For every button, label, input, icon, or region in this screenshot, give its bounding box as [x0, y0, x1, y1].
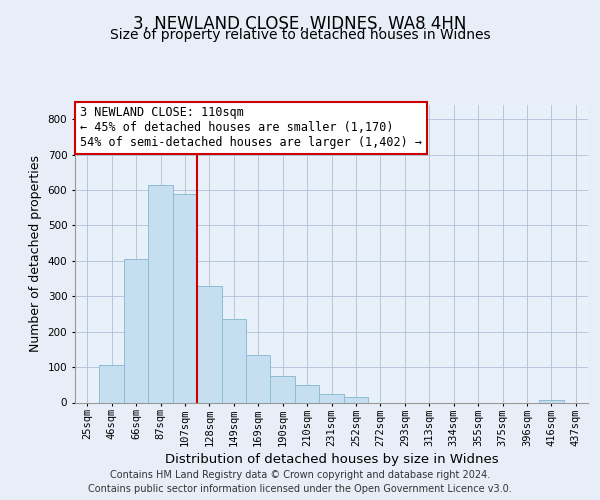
Bar [100, 366, 124, 403]
Bar [148, 184, 173, 402]
Y-axis label: Number of detached properties: Number of detached properties [29, 155, 42, 352]
Bar [246, 354, 271, 403]
Bar [221, 320, 246, 402]
Bar [173, 194, 197, 402]
Bar [295, 385, 319, 402]
Bar [197, 286, 221, 403]
Bar [344, 397, 368, 402]
Bar [319, 394, 344, 402]
Bar [271, 376, 295, 402]
Text: 3 NEWLAND CLOSE: 110sqm
← 45% of detached houses are smaller (1,170)
54% of semi: 3 NEWLAND CLOSE: 110sqm ← 45% of detache… [80, 106, 422, 150]
Bar [124, 259, 148, 402]
Text: Size of property relative to detached houses in Widnes: Size of property relative to detached ho… [110, 28, 490, 42]
Text: Contains HM Land Registry data © Crown copyright and database right 2024.
Contai: Contains HM Land Registry data © Crown c… [88, 470, 512, 494]
Text: 3, NEWLAND CLOSE, WIDNES, WA8 4HN: 3, NEWLAND CLOSE, WIDNES, WA8 4HN [133, 15, 467, 33]
Bar [539, 400, 563, 402]
X-axis label: Distribution of detached houses by size in Widnes: Distribution of detached houses by size … [164, 452, 499, 466]
